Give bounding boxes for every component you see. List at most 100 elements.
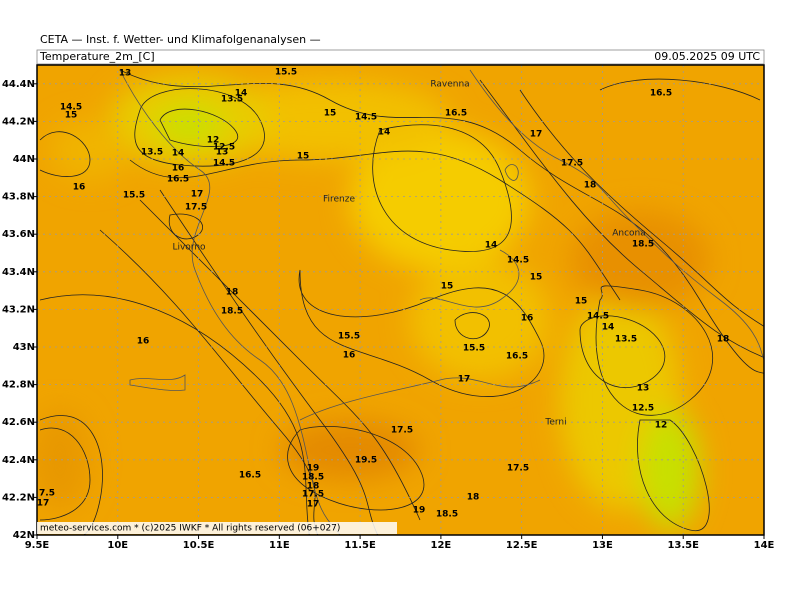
map-frame (36, 64, 765, 536)
contour-label: 14 (602, 323, 615, 333)
contour-label: 14.5 (507, 256, 529, 266)
contour-label: 17 (458, 375, 471, 385)
contour-label: 18.5 (436, 510, 458, 520)
contour-label: 13 (119, 69, 132, 79)
institute: CETA — Inst. f. Wetter- und Klimafolgena… (40, 33, 321, 46)
city-label: Livorno (172, 243, 206, 253)
labels: 9.5E 10E 10.5E 11E 11.5E 12E 12.5E 13E 13.5E 14E 4… (2, 68, 775, 552)
contour-label: 13.5 (615, 335, 637, 345)
contour-label: 14.5 (587, 312, 609, 322)
city-label: Terni (544, 418, 566, 428)
contour-label: 17 (191, 190, 204, 200)
y-tick-label: 43.2N (2, 304, 35, 315)
contour-label: 15.5 (123, 191, 145, 201)
x-tick-label: 14E (754, 540, 775, 551)
contour-label: 16 (137, 337, 150, 347)
contour-label: 15 (324, 109, 337, 119)
contour-label: 18 (717, 335, 730, 345)
contour-label: 16 (343, 351, 356, 361)
contour-label: 16.5 (445, 109, 467, 119)
x-tick-label: 13E (592, 540, 613, 551)
contour-label: 16.5 (167, 175, 189, 185)
contour-label: 19 (413, 506, 426, 516)
y-tick-label: 43.4N (2, 267, 35, 278)
contour-label: 18 (467, 493, 480, 503)
y-tick-label: 42N (13, 530, 35, 541)
contour-label: 12 (655, 421, 668, 431)
y-tick-label: 42.2N (2, 492, 35, 503)
contour-label: 16.5 (239, 471, 261, 481)
contour-label: 15 (65, 111, 78, 121)
contour-label: 16.5 (650, 89, 672, 99)
x-tick-label: 10.5E (183, 540, 215, 551)
contour-label: 13.5 (141, 148, 163, 158)
x-tick-label: 11.5E (344, 540, 376, 551)
x-tick-label: 12E (431, 540, 452, 551)
contour-label: 7.5 (39, 489, 55, 499)
contour-label: 19 (307, 464, 320, 474)
x-tick-label: 11E (269, 540, 290, 551)
y-tick-label: 44.2N (2, 116, 35, 127)
contour-label: 18 (307, 482, 320, 492)
contour-label: 19.5 (355, 456, 377, 466)
contour-label: 16 (172, 164, 185, 174)
footer-box (37, 522, 397, 534)
footer: meteo-services.com * (c)2025 IWKF * All … (40, 524, 340, 534)
contour-label: 17.5 (391, 426, 413, 436)
y-tick-label: 42.6N (2, 417, 35, 428)
contour-label: 14 (378, 128, 391, 138)
contour-label: 15 (297, 152, 310, 162)
contour-label: 18.5 (221, 307, 243, 317)
contour-label: 16 (73, 183, 86, 193)
x-tick-label: 12.5E (506, 540, 538, 551)
contour-label: 17 (37, 499, 50, 509)
contour-label: 14.5 (355, 113, 377, 123)
contour-label: 15.5 (338, 332, 360, 342)
contour-label: 14 (172, 149, 185, 159)
field-title: Temperature_2m_[C] (39, 50, 155, 63)
contour-label: 14.5 (213, 159, 235, 169)
y-tick-label: 42.8N (2, 380, 35, 391)
contour-label: 13 (216, 148, 229, 158)
city-label: Ravenna (430, 80, 469, 90)
valid-time: 09.05.2025 09 UTC (654, 50, 760, 63)
y-tick-label: 43.8N (2, 192, 35, 203)
contour-label: 14.5 (60, 103, 82, 113)
contour-label: 17.5 (185, 203, 207, 213)
contour-label: 18 (226, 288, 239, 298)
y-tick-label: 43N (13, 342, 35, 353)
contour-label: 15 (575, 297, 588, 307)
contour-label: 17 (530, 130, 543, 140)
x-tick-label: 10E (107, 540, 128, 551)
y-tick-label: 42.4N (2, 455, 35, 466)
y-tick-label: 44.4N (2, 79, 35, 90)
title-box (36, 49, 765, 65)
contour-label: 14 (485, 241, 498, 251)
contour-label: 18 (584, 181, 597, 191)
contour-label: 17.5 (561, 159, 583, 169)
contour-label: 16.5 (506, 352, 528, 362)
y-tick-label: 43.6N (2, 229, 35, 240)
contour-label: 13.5 (221, 95, 243, 105)
contour-label: 12.5 (632, 404, 654, 414)
contour-label: 15.5 (463, 344, 485, 354)
contour-label: 15 (530, 273, 543, 283)
contour-label: 14 (235, 89, 248, 99)
contour-label: 17 (307, 500, 320, 510)
contour-label: 17.5 (507, 464, 529, 474)
contour-label: 16 (521, 314, 534, 324)
city-label: Firenze (323, 195, 355, 205)
map-field (37, 65, 764, 535)
contour-label: 12.5 (213, 143, 235, 153)
x-tick-label: 13.5E (667, 540, 699, 551)
city-label: Ancona (612, 229, 646, 239)
contour-label: 18.5 (632, 240, 654, 250)
y-tick-label: 44N (13, 154, 35, 165)
x-tick-label: 9.5E (25, 540, 50, 551)
contour-label: 15 (441, 282, 454, 292)
contour-label: 12 (207, 136, 220, 146)
contour-label: 18.5 (302, 473, 324, 483)
contour-label: 13 (637, 384, 650, 394)
